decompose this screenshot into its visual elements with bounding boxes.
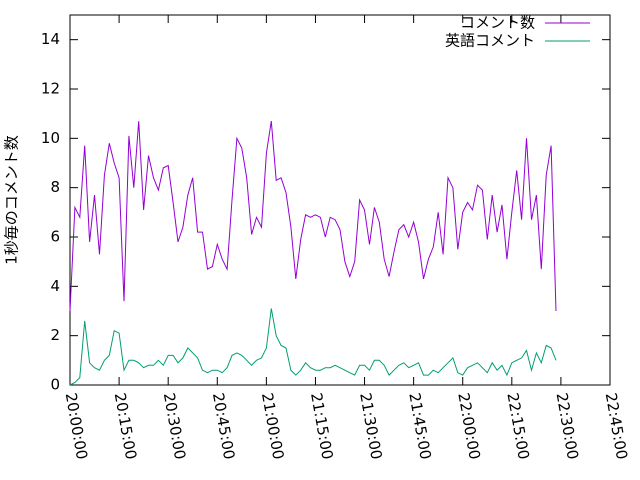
- x-tick-label: 22:15:00: [503, 391, 532, 460]
- y-axis-label: 1秒毎のコメント数: [3, 135, 21, 265]
- y-tick-label: 0: [50, 376, 60, 394]
- legend-label: 英語コメント: [445, 32, 535, 50]
- x-tick-label: 20:30:00: [160, 391, 189, 460]
- plot-frame: [69, 14, 611, 386]
- legend-label: コメント数: [460, 14, 535, 32]
- x-tick-label: 22:45:00: [602, 391, 631, 460]
- x-tick-label: 20:45:00: [209, 391, 238, 460]
- x-tick-label: 21:00:00: [258, 391, 287, 460]
- y-tick-label: 10: [41, 129, 60, 147]
- x-tick-label: 22:30:00: [553, 391, 582, 460]
- y-tick-label: 2: [50, 326, 60, 344]
- series-line: [69, 308, 557, 386]
- x-tick-label: 21:45:00: [405, 391, 434, 460]
- x-tick-label: 21:30:00: [356, 391, 385, 460]
- series-line: [69, 121, 557, 312]
- x-tick-label: 21:15:00: [307, 391, 336, 460]
- y-tick-label: 6: [50, 228, 60, 246]
- x-tick-label: 22:00:00: [454, 391, 483, 460]
- y-tick-label: 4: [50, 277, 60, 295]
- y-tick-label: 8: [50, 178, 60, 196]
- x-tick-label: 20:15:00: [111, 391, 140, 460]
- y-tick-label: 14: [41, 30, 60, 48]
- x-tick-label: 20:00:00: [62, 391, 91, 460]
- y-tick-label: 12: [41, 80, 60, 98]
